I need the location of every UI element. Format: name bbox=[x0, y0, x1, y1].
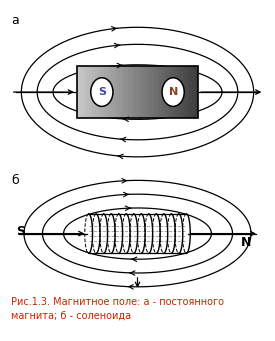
Text: Рис.1.3. Магнитное поле: а - постоянного
магнита; б - соленоида: Рис.1.3. Магнитное поле: а - постоянного… bbox=[11, 297, 224, 320]
Bar bbox=[168, 66, 171, 118]
Bar bbox=[171, 66, 174, 118]
Circle shape bbox=[162, 78, 184, 106]
Text: б: б bbox=[11, 175, 18, 188]
Bar bbox=[113, 66, 116, 118]
Text: S: S bbox=[16, 225, 25, 238]
Bar bbox=[98, 66, 101, 118]
Bar bbox=[80, 66, 83, 118]
Bar bbox=[183, 66, 186, 118]
Bar bbox=[138, 66, 141, 118]
Bar bbox=[186, 66, 189, 118]
Bar bbox=[134, 66, 138, 118]
Bar bbox=[95, 66, 98, 118]
Bar bbox=[83, 66, 86, 118]
Bar bbox=[150, 66, 153, 118]
Circle shape bbox=[91, 78, 113, 106]
Bar bbox=[192, 66, 195, 118]
Bar bbox=[131, 66, 134, 118]
Bar bbox=[189, 66, 192, 118]
Bar bbox=[128, 66, 131, 118]
Bar bbox=[144, 66, 147, 118]
Text: N: N bbox=[240, 236, 251, 249]
Bar bbox=[125, 66, 128, 118]
Bar bbox=[147, 66, 150, 118]
Bar bbox=[104, 66, 107, 118]
Bar bbox=[119, 66, 122, 118]
Text: а: а bbox=[11, 14, 18, 27]
Bar bbox=[107, 66, 110, 118]
Bar bbox=[122, 66, 125, 118]
Bar bbox=[177, 66, 180, 118]
Bar bbox=[77, 66, 198, 118]
Bar bbox=[92, 66, 95, 118]
Bar bbox=[116, 66, 119, 118]
Bar bbox=[110, 66, 113, 118]
Bar bbox=[153, 66, 156, 118]
Bar bbox=[174, 66, 177, 118]
Bar bbox=[86, 66, 89, 118]
Bar bbox=[180, 66, 183, 118]
Bar bbox=[195, 66, 198, 118]
Bar bbox=[159, 66, 162, 118]
Bar bbox=[101, 66, 104, 118]
Bar bbox=[162, 66, 165, 118]
Bar bbox=[89, 66, 92, 118]
Text: S: S bbox=[98, 87, 106, 97]
Bar bbox=[77, 66, 80, 118]
Text: N: N bbox=[169, 87, 178, 97]
Bar bbox=[165, 66, 168, 118]
Bar bbox=[141, 66, 144, 118]
Bar bbox=[156, 66, 159, 118]
